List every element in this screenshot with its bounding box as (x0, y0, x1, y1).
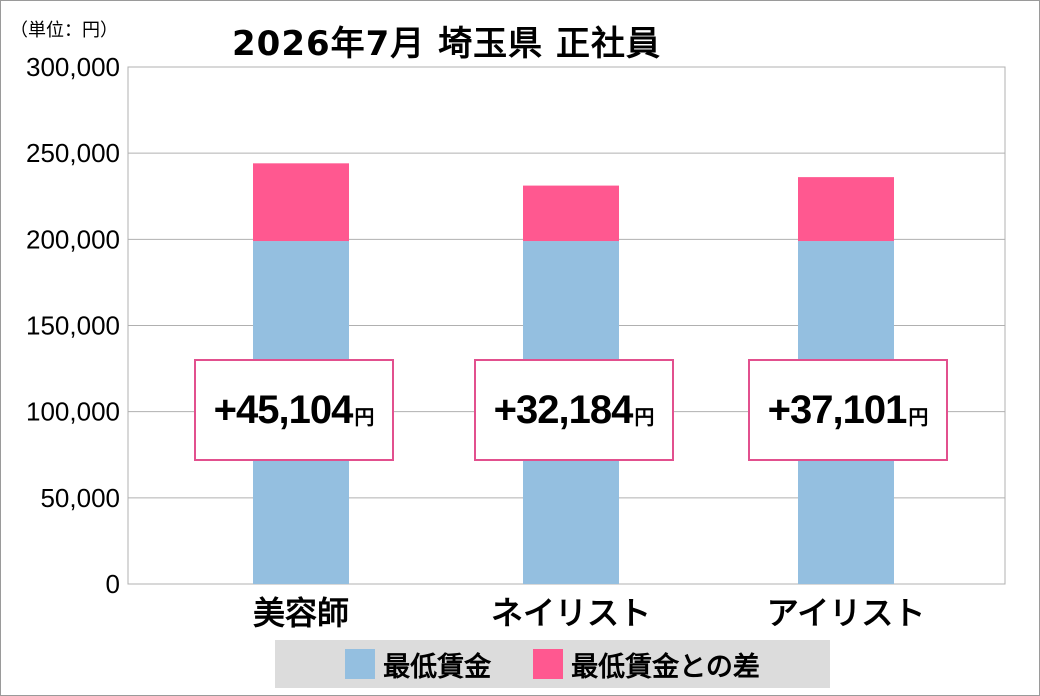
difference-value-2: +37,101 (767, 387, 908, 432)
difference-unit-0: 円 (354, 404, 375, 429)
legend-item-difference: 最低賃金との差 (533, 645, 760, 684)
bar-difference-2 (798, 177, 894, 242)
x-tick-label-1: ネイリスト (491, 594, 651, 632)
legend-swatch-difference (533, 649, 564, 679)
difference-unit-2: 円 (908, 404, 929, 429)
legend: 最低賃金 最低賃金との差 (275, 640, 830, 688)
y-tick-label-6: 300,000 (26, 52, 120, 82)
difference-box-0: +45,104 円 (194, 359, 394, 461)
y-tick-label-4: 200,000 (26, 224, 120, 254)
bar-difference-1 (523, 185, 619, 242)
difference-unit-1: 円 (634, 404, 655, 429)
difference-value-1: +32,184 (493, 387, 634, 432)
legend-label-min-wage: 最低賃金 (383, 651, 492, 683)
y-tick-label-0: 0 (106, 569, 120, 599)
y-tick-label-2: 100,000 (26, 397, 120, 427)
chart-title: 2026年7月 埼玉県 正社員 (232, 24, 661, 64)
legend-label-difference: 最低賃金との差 (571, 651, 760, 683)
y-tick-label-3: 150,000 (26, 311, 120, 341)
legend-item-min-wage: 最低賃金 (345, 645, 491, 684)
difference-box-1: +32,184 円 (474, 359, 674, 461)
x-tick-label-2: アイリスト (767, 594, 925, 632)
difference-value-0: +45,104 (213, 387, 354, 432)
x-tick-label-0: 美容師 (253, 594, 349, 632)
y-tick-label-5: 250,000 (26, 138, 120, 168)
bar-difference-0 (253, 163, 349, 242)
unit-label: （単位：円） (10, 20, 118, 41)
legend-swatch-min-wage (345, 649, 376, 679)
difference-box-2: +37,101 円 (748, 359, 948, 461)
y-tick-label-1: 50,000 (40, 483, 120, 513)
